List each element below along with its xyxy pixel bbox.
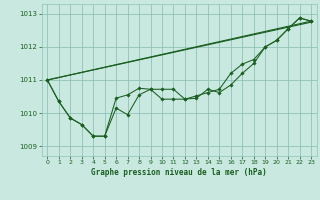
X-axis label: Graphe pression niveau de la mer (hPa): Graphe pression niveau de la mer (hPa) — [91, 168, 267, 177]
